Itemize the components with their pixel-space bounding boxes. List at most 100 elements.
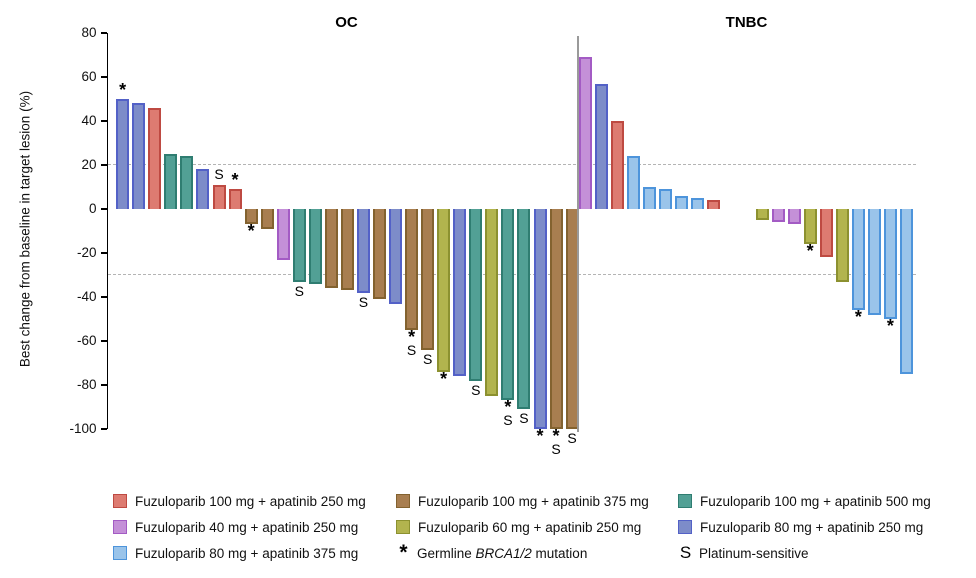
legend-item: Fuzuloparib 60 mg + apatinib 250 mg [396,514,649,540]
bar [260,209,274,229]
bar [691,198,705,209]
platinum-sensitive-marker: S [471,381,481,398]
bar-marker: * [222,170,248,191]
legend-label: Fuzuloparib 100 mg + apatinib 375 mg [418,494,649,509]
legend-label-text: mutation [531,545,588,561]
red-swatch [113,494,127,508]
bar-marker: * [797,242,823,260]
germline-brca-marker: * [854,307,862,328]
bar [132,103,146,209]
bar-marker: * [110,81,136,99]
bar-marker: S [559,431,585,445]
legend-item: Fuzuloparib 100 mg + apatinib 500 mg [678,488,931,514]
bar [787,209,801,225]
bar [579,57,592,209]
platinum-sensitive-marker: S [567,430,577,446]
legend-label-text: BRCA1/2 [475,545,532,561]
bar-marker: S [511,411,537,425]
olive-swatch [396,520,410,534]
bar-marker: * S [543,427,569,456]
legend-label: Fuzuloparib 40 mg + apatinib 250 mg [135,520,358,535]
y-tick-mark [100,76,107,78]
y-axis-line [106,33,108,429]
bar [549,209,563,429]
y-tick-mark [100,384,107,386]
legend-item: S Platinum-sensitive [678,540,931,566]
bar [595,83,609,209]
germline-brca-marker: * [886,316,894,336]
legend-column: Fuzuloparib 100 mg + apatinib 250 mg Fuzu… [113,488,366,566]
legend-item: Fuzuloparib 100 mg + apatinib 375 mg [396,488,649,514]
bar-marker: S [415,352,441,366]
germline-brca-marker: * [440,368,448,389]
legend-label-text: Fuzuloparib 100 mg + apatinib 375 mg [418,493,649,509]
legend-item: * Germline BRCA1/2 mutation [396,540,649,566]
bar [485,209,499,396]
bar [803,209,817,245]
germline-brca-marker: * [231,170,239,191]
bar [405,209,419,330]
bar [324,209,338,289]
y-tick-label: -60 [76,333,97,348]
legend: Fuzuloparib 100 mg + apatinib 250 mg Fuzu… [0,488,976,572]
legend-column: Fuzuloparib 100 mg + apatinib 500 mg Fuzu… [678,488,931,566]
bar [453,209,467,377]
bar-marker: * S [495,398,521,429]
panel-title-oc: OC [335,14,358,31]
bar [469,209,483,381]
legend-label-text: Fuzuloparib 80 mg + apatinib 375 mg [135,545,359,561]
reference-line [108,164,916,166]
legend-item: Fuzuloparib 80 mg + apatinib 375 mg [113,540,366,566]
bar-marker: * S [399,328,425,357]
bar [164,154,178,209]
bar [148,107,162,209]
bar [244,209,258,225]
bar-marker: S [206,167,232,181]
y-tick-mark [100,32,107,34]
bar [533,209,547,429]
bar-marker: * [877,316,903,336]
y-tick-label: 40 [81,113,97,128]
legend-label: Fuzuloparib 80 mg + apatinib 375 mg [135,546,358,561]
bar-marker: * [431,368,457,389]
y-axis-label: Best change from baseline in target lesi… [17,90,33,368]
bar [308,209,322,284]
teal-swatch [678,494,692,508]
bar [228,189,242,209]
legend-label-text: Fuzuloparib 100 mg + apatinib 250 mg [135,493,366,509]
bar [643,187,657,209]
bar [196,169,210,209]
legend-label: Fuzuloparib 100 mg + apatinib 250 mg [135,494,366,509]
legend-label: Fuzuloparib 80 mg + apatinib 250 mg [700,520,923,535]
platinum-sensitive-marker: S [358,293,369,310]
bar [292,209,306,282]
bar [340,209,354,291]
bar-marker: * [845,307,871,328]
bar [707,200,721,209]
bar [851,209,865,311]
bar [389,209,403,304]
platinum-sensitive-marker: S [503,412,513,429]
bar [373,209,386,300]
legend-label-text: Platinum-sensitive [699,545,809,561]
orchid-swatch [113,520,127,534]
y-tick-mark [100,164,107,166]
bar [517,209,531,410]
y-tick-mark [100,428,107,430]
bar [835,209,849,282]
bar [867,209,881,315]
legend-label: Germline BRCA1/2 mutation [417,546,587,561]
panel-title-tnbc: TNBC [725,14,768,31]
bar [755,209,769,220]
bar [356,209,370,293]
bar-marker: S [350,295,376,309]
slate-swatch [678,520,692,534]
bar-marker: * [527,427,553,445]
platinum-sensitive-marker: S [294,282,304,299]
legend-column: Fuzuloparib 100 mg + apatinib 375 mg Fuzu… [396,488,649,566]
y-tick-label: -80 [76,377,97,392]
bar [900,209,913,374]
y-tick-mark [100,296,107,298]
y-tick-mark [100,208,107,210]
